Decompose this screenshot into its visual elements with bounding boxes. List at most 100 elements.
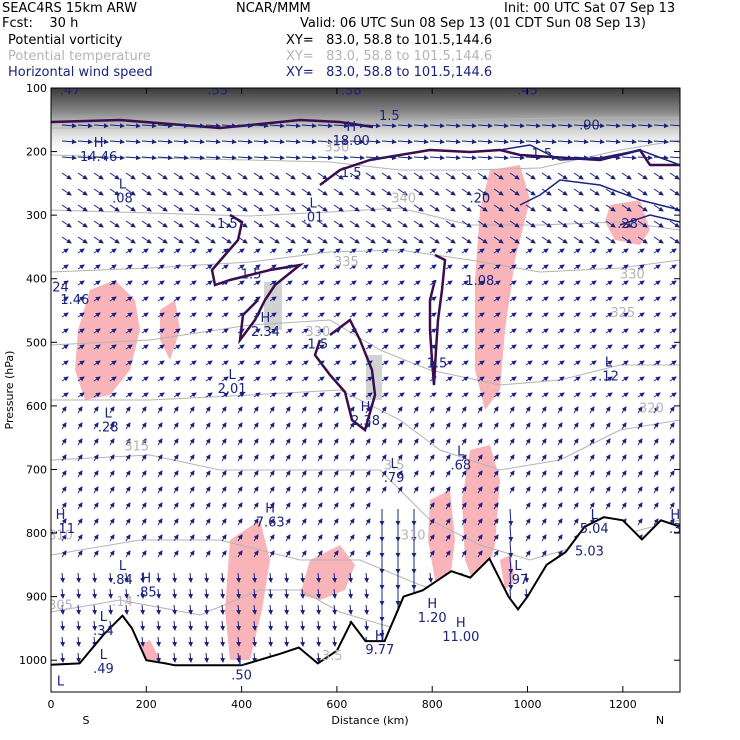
wind-vector	[205, 123, 221, 129]
wind-vector	[269, 188, 280, 196]
wind-vector	[333, 123, 349, 129]
wind-vector	[509, 328, 517, 334]
wind-vector	[637, 502, 643, 510]
wind-vector	[237, 328, 245, 334]
wind-vector	[301, 534, 307, 542]
wind-vector	[541, 454, 547, 462]
wind-vector	[61, 392, 69, 398]
wind-vector	[236, 636, 242, 647]
extremum-value: .68	[450, 458, 471, 473]
wind-vector	[669, 220, 680, 228]
wind-vector	[493, 376, 501, 382]
wind-vector	[445, 172, 456, 180]
wind-vector	[525, 280, 533, 286]
wind-vector	[125, 123, 141, 129]
extremum-value: 14.46	[80, 150, 117, 165]
wind-vector	[429, 264, 437, 270]
wind-vector	[637, 376, 645, 382]
wind-vector	[429, 422, 435, 430]
wind-vector	[317, 220, 328, 228]
wind-vector	[172, 572, 178, 583]
center-name: NCAR/MMM	[236, 1, 311, 16]
wind-vector	[541, 422, 547, 430]
wind-vector	[316, 620, 322, 631]
extremum-value: 1.11	[46, 522, 75, 537]
wind-vector	[221, 406, 227, 414]
wind-vector	[140, 604, 146, 615]
wind-vector	[509, 236, 520, 244]
wind-vector	[61, 188, 72, 196]
wind-vector	[493, 280, 501, 286]
wind-vector	[189, 486, 195, 494]
wind-vector	[125, 550, 131, 558]
wind-vector	[461, 406, 467, 414]
wind-vector	[285, 280, 293, 286]
theta-label: 325	[610, 306, 635, 321]
extremum-marker: H	[56, 508, 66, 523]
wind-vector	[237, 392, 245, 398]
wind-vector	[285, 470, 291, 478]
wind-vector	[461, 188, 472, 196]
wind-vector	[189, 344, 197, 350]
wind-vector	[93, 470, 99, 478]
extremum-marker: L	[228, 368, 236, 383]
wind-vector	[365, 406, 371, 414]
wind-vector	[445, 236, 456, 244]
wind-vector	[461, 172, 472, 180]
wind-vector	[141, 534, 147, 542]
wind-vector	[637, 360, 645, 366]
wind-vector	[493, 312, 501, 318]
wind-vector	[93, 518, 99, 526]
theta-contour	[51, 139, 680, 171]
wind-vector	[573, 204, 584, 212]
wind-vector	[477, 264, 485, 270]
theta-label: 330	[305, 325, 330, 340]
wind-vector	[61, 438, 67, 446]
wind-vector	[141, 470, 147, 478]
wind-vector	[221, 376, 229, 382]
wind-vector	[333, 312, 341, 318]
wind-vector	[445, 454, 451, 462]
wind-vector	[125, 139, 141, 145]
wind-vector	[413, 328, 421, 334]
wind-vector	[477, 534, 483, 542]
wind-vector	[621, 438, 627, 446]
wind-vector	[61, 139, 77, 145]
wind-vector	[253, 280, 261, 286]
wind-vector	[76, 604, 82, 615]
wind-vector	[301, 438, 307, 446]
wind-vector	[221, 534, 227, 542]
wind-vector	[188, 620, 194, 631]
extremum-value: .85	[136, 586, 157, 601]
wind-vector	[461, 422, 467, 430]
wind-vector	[349, 392, 357, 398]
wind-vector	[525, 236, 536, 244]
wind-vector	[397, 248, 405, 254]
wind-vector	[333, 280, 341, 286]
wind-vector	[573, 139, 589, 145]
wind-vector	[77, 518, 83, 526]
wind-vector	[92, 588, 98, 599]
wind-vector	[173, 139, 189, 145]
wind-vector	[493, 248, 501, 254]
wind-vector	[541, 248, 549, 254]
wind-vector	[669, 280, 677, 286]
wind-vector	[653, 155, 669, 161]
wind-vector	[413, 470, 419, 478]
wind-vector	[333, 236, 344, 244]
wind-vector	[508, 508, 514, 526]
wind-vector	[141, 139, 157, 145]
wind-vector	[413, 204, 424, 212]
pv-label: .47	[60, 83, 81, 98]
wind-vector	[189, 280, 197, 286]
extremum-marker: L	[390, 457, 398, 472]
wind-vector	[557, 392, 565, 398]
wind-vector	[589, 328, 597, 334]
x-tick-label: 1000	[514, 698, 542, 711]
extremum-marker: H	[375, 629, 385, 644]
wind-vector	[381, 360, 389, 366]
wind-vector	[61, 236, 72, 244]
wind-vector	[333, 139, 349, 145]
wind-vector	[381, 123, 397, 129]
wind-vector	[285, 220, 296, 228]
